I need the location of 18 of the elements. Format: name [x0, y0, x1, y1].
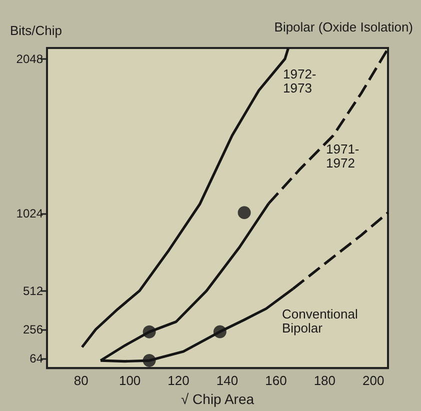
x-tick-label: 140 [216, 373, 238, 388]
text: Bipolar (Oxide Isolation) [274, 20, 414, 34]
x-tick-label: 100 [118, 373, 141, 388]
y-axis-title: Bits/Chip [10, 23, 62, 38]
y-tick-label: 512 [22, 284, 44, 298]
x-tick-label: 80 [74, 373, 88, 388]
y-tick-label: 64 [30, 351, 44, 366]
x-tick-label: 160 [265, 373, 287, 388]
y-tick-label: 1024 [16, 206, 44, 220]
annotation: Conventional Bipolar [282, 306, 358, 336]
x-axis-title: √ Chip Area [180, 391, 254, 407]
x-tick-label: 200 [362, 373, 384, 388]
annotation: 1971- 1972 [326, 142, 360, 170]
annotation: 1972- 1973 [283, 66, 316, 96]
x-tick-label: 180 [314, 373, 336, 388]
y-tick-label: 2048 [16, 52, 44, 66]
x-tick-label: 120 [168, 373, 190, 388]
y-tick-label: 256 [22, 322, 44, 336]
